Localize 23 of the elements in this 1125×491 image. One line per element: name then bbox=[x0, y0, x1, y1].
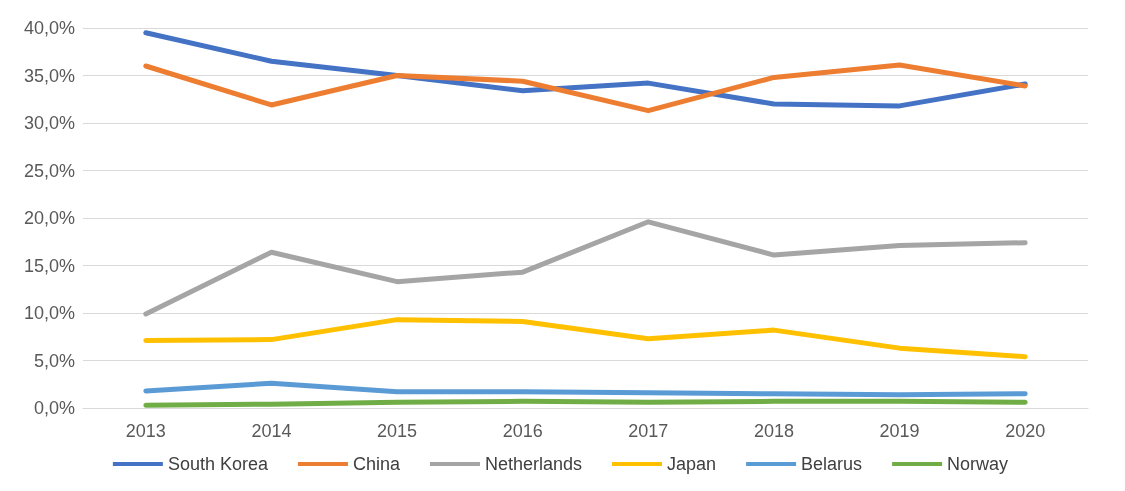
x-tick-label: 2014 bbox=[251, 421, 292, 441]
legend-label: South Korea bbox=[167, 454, 269, 474]
x-tick-label: 2013 bbox=[125, 421, 166, 441]
x-tick-label: 2018 bbox=[753, 421, 794, 441]
y-tick-label: 0,0% bbox=[33, 398, 75, 418]
x-tick-label: 2016 bbox=[502, 421, 543, 441]
y-tick-label: 30,0% bbox=[23, 113, 75, 133]
legend-label: China bbox=[352, 454, 401, 474]
x-tick-label: 2017 bbox=[628, 421, 669, 441]
legend-label: Japan bbox=[667, 454, 717, 474]
y-tick-label: 25,0% bbox=[23, 160, 75, 181]
x-tick-label: 2020 bbox=[1005, 421, 1046, 441]
x-tick-label: 2019 bbox=[879, 421, 920, 441]
y-tick-label: 10,0% bbox=[23, 303, 75, 323]
x-tick-label: 2015 bbox=[377, 421, 418, 441]
y-tick-label: 35,0% bbox=[23, 65, 75, 86]
y-tick-label: 20,0% bbox=[23, 208, 75, 228]
legend-label: Belarus bbox=[801, 454, 863, 474]
legend-label: Norway bbox=[947, 454, 1009, 474]
legend-label: Netherlands bbox=[484, 454, 583, 474]
y-tick-label: 5,0% bbox=[33, 350, 75, 371]
y-tick-label: 40,0% bbox=[23, 18, 75, 38]
y-tick-label: 15,0% bbox=[23, 255, 75, 276]
